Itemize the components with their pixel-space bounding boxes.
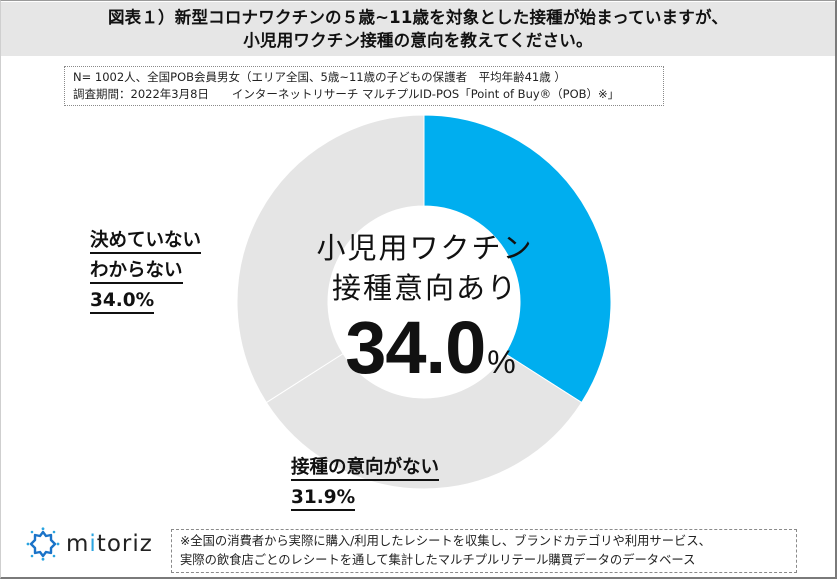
label-undecided-value: 34.0%	[90, 290, 155, 314]
donut-center-label: 小児用ワクチン 接種意向あり	[300, 228, 550, 308]
footnote-line-1: ※全国の消費者から実際に購入/利用したレシートを収集し、ブランドカテゴリや利用サ…	[180, 534, 711, 548]
center-value-unit: %	[487, 344, 515, 380]
donut-center-value: 34.0%	[320, 306, 540, 404]
label-no-intent-value: 31.9%	[291, 487, 356, 511]
donut-slice	[236, 114, 425, 404]
center-value-number: 34.0	[345, 306, 486, 389]
footnote-box: ※全国の消費者から実際に購入/利用したレシートを収集し、ブランドカテゴリや利用サ…	[171, 529, 797, 573]
center-label-line-2: 接種意向あり	[331, 271, 518, 305]
label-undecided-line-2: わからない	[90, 260, 183, 284]
donut-slice	[265, 352, 583, 490]
donut-slice	[423, 114, 612, 404]
donut-slices	[236, 114, 612, 490]
title-line-1: 図表１）新型コロナワクチンの５歳~11歳を対象とした接種が始まっていますが、	[107, 8, 729, 27]
label-no-intent-line-1: 接種の意向がない	[291, 457, 440, 481]
mitoriz-logo-icon	[26, 527, 60, 561]
title-line-2: 小児用ワクチン接種の意向を教えてください。	[243, 31, 593, 50]
label-undecided-line-1: 決めていない	[90, 230, 202, 254]
survey-info-box: N= 1002人、全国POB会員男女（エリア全国、5歳~11歳の子どもの保護者 …	[64, 66, 664, 106]
survey-sample-text: N= 1002人、全国POB会員男女（エリア全国、5歳~11歳の子どもの保護者 …	[73, 70, 566, 84]
mitoriz-logo-text: mitoriz	[66, 531, 153, 557]
footnote-line-2: 実際の飲食店ごとのレシートを通して集計したマルチプルリテール購買データのデータベ…	[180, 553, 696, 567]
mitoriz-logo: mitoriz	[26, 527, 153, 561]
center-label-line-1: 小児用ワクチン	[316, 231, 534, 265]
label-undecided: 決めていない わからない 34.0%	[90, 228, 202, 318]
survey-period-text: 調査期間：2022年3月8日 インターネットリサーチ マルチプルID-POS「P…	[73, 87, 620, 101]
figure-title: 図表１）新型コロナワクチンの５歳~11歳を対象とした接種が始まっていますが、 小…	[1, 2, 835, 56]
label-no-intent: 接種の意向がない 31.9%	[291, 455, 440, 515]
